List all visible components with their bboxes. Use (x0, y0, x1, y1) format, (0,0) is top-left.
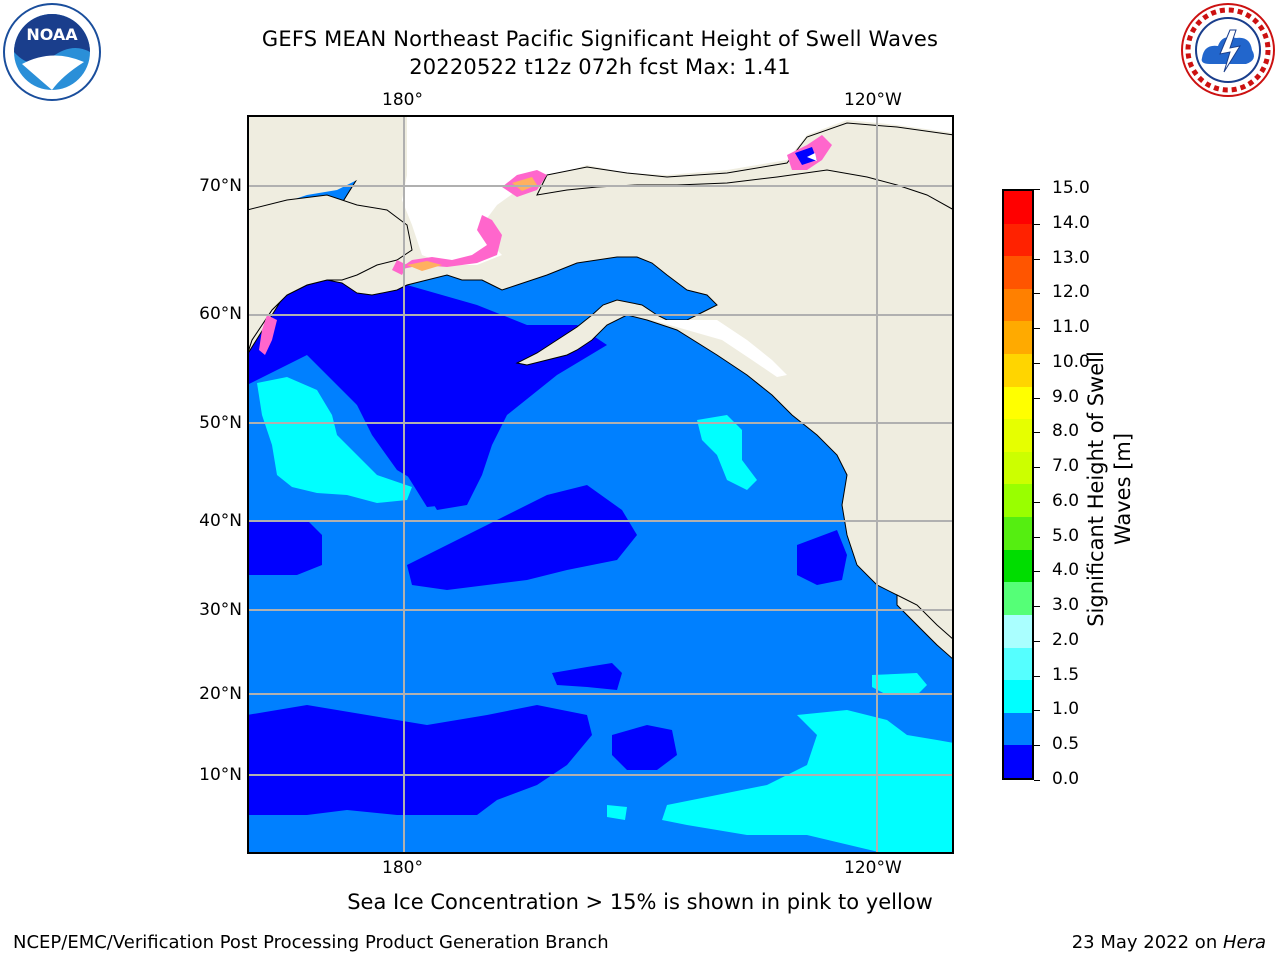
colorbar-tick-label: 1.0 (1052, 699, 1080, 720)
colorbar-tick-label: 10.0 (1052, 351, 1090, 372)
colorbar-swatch (1004, 191, 1032, 224)
sea-ice-kamchatka (259, 315, 277, 355)
colorbar-tick-mark (1034, 258, 1040, 260)
colorbar-swatch (1004, 517, 1032, 550)
colorbar-tick-mark (1034, 675, 1040, 677)
colorbar-tick-label: 12.0 (1052, 282, 1090, 303)
colorbar-swatch (1004, 354, 1032, 387)
colorbar-tick-label: 2.0 (1052, 629, 1080, 650)
colorbar-tick-mark (1034, 328, 1040, 330)
lon-label-top-120w: 120°W (844, 90, 902, 110)
colorbar-tick-mark (1034, 606, 1040, 608)
colorbar (1002, 189, 1034, 780)
footer-date: 23 May 2022 on Hera (1072, 932, 1266, 953)
colorbar-tick-label: 0.5 (1052, 734, 1080, 755)
ocean-swell-0-05-south (247, 705, 592, 815)
colorbar-swatch (1004, 419, 1032, 452)
ocean-swell-10-15-east (697, 415, 757, 490)
arctic-no-data (402, 115, 954, 265)
chart-title: GEFS MEAN Northeast Pacific Significant … (261, 27, 939, 51)
colorbar-tick-mark (1034, 467, 1040, 469)
colorbar-swatch (1004, 386, 1032, 420)
colorbar-swatch (1004, 647, 1032, 681)
colorbar-tick-label: 4.0 (1052, 560, 1080, 581)
colorbar-tick-mark (1034, 710, 1040, 712)
ocean-swell-0-05-north (247, 265, 607, 510)
colorbar-tick-mark (1034, 640, 1040, 642)
map-caption: Sea Ice Concentration > 15% is shown in … (347, 890, 933, 914)
colorbar-swatch (1004, 549, 1032, 583)
map-panel (247, 115, 954, 854)
colorbar-tick-label: 11.0 (1052, 317, 1090, 338)
colorbar-swatch (1004, 712, 1032, 746)
ocean-swell-10-15-west (257, 377, 412, 503)
map-graticule (247, 115, 954, 854)
footer-host: Hera (1222, 932, 1266, 953)
colorbar-tick-label: 8.0 (1052, 421, 1080, 442)
colorbar-swatch (1004, 451, 1032, 485)
lat-label-50n: 50°N (199, 413, 242, 433)
ocean-swell-10-15-south (662, 710, 954, 854)
ocean-swell-0-05-central (407, 485, 637, 590)
colorbar-tick-label: 15.0 (1052, 178, 1090, 198)
colorbar-tick-label: 5.0 (1052, 525, 1080, 546)
colorbar-label-line2: Waves [m] (1111, 432, 1135, 546)
colorbar-tick-mark (1034, 745, 1040, 747)
lat-label-10n: 10°N (199, 765, 242, 785)
colorbar-ticks: 15.0 14.0 13.0 12.0 11.0 10.0 9.0 8.0 7.0 6.0 5.0 4… (1034, 178, 1106, 789)
colorbar-swatch (1004, 288, 1032, 322)
lat-label-70n: 70°N (199, 176, 242, 196)
map-svg (247, 115, 954, 854)
colorbar-swatch (1004, 484, 1032, 518)
colorbar-swatch (1004, 321, 1032, 355)
lat-label-30n: 30°N (199, 600, 242, 620)
colorbar-tick-mark (1034, 223, 1040, 225)
colorbar-tick-mark (1034, 293, 1040, 295)
colorbar-tick-mark (1034, 571, 1040, 573)
noaa-logo: NOAA (2, 2, 102, 102)
colorbar-tick-mark (1034, 189, 1040, 190)
colorbar-tick-label: 9.0 (1052, 386, 1080, 407)
nws-logo (1180, 2, 1276, 98)
colorbar-tick-label: 3.0 (1052, 595, 1080, 616)
sea-ice-bering (397, 215, 502, 270)
colorbar-tick-label: 1.5 (1052, 664, 1080, 685)
chart-subtitle: 20220522 t12z 072h fcst Max: 1.41 (409, 55, 791, 79)
colorbar-tick-label: 14.0 (1052, 212, 1090, 233)
lat-label-20n: 20°N (199, 684, 242, 704)
colorbar-tick-mark (1034, 536, 1040, 538)
colorbar-swatch (1004, 680, 1032, 713)
noaa-logo-text: NOAA (26, 25, 78, 44)
colorbar-swatch (1004, 256, 1032, 289)
colorbar-tick-mark (1034, 780, 1040, 781)
footer-date-text: 23 May 2022 on (1071, 932, 1223, 953)
footer-org: NCEP/EMC/Verification Post Processing Pr… (13, 932, 609, 953)
lat-label-60n: 60°N (199, 304, 242, 324)
map-frame (247, 115, 954, 854)
lon-label-top-180: 180° (382, 90, 423, 110)
colorbar-tick-mark (1034, 501, 1040, 503)
colorbar-swatch (1004, 745, 1032, 778)
colorbar-swatch (1004, 223, 1032, 257)
colorbar-swatch (1004, 582, 1032, 615)
lon-label-bottom-120w: 120°W (844, 858, 902, 878)
colorbar-tick-mark (1034, 397, 1040, 399)
colorbar-swatch (1004, 614, 1032, 648)
lon-label-bottom-180: 180° (382, 858, 423, 878)
colorbar-tick-mark (1034, 362, 1040, 364)
colorbar-tick-mark (1034, 432, 1040, 434)
colorbar-tick-label: 13.0 (1052, 247, 1090, 268)
colorbar-tick-label: 6.0 (1052, 490, 1080, 511)
colorbar-label-line1: Significant Height of Swell (1084, 351, 1108, 627)
lat-label-40n: 40°N (199, 511, 242, 531)
colorbar-tick-label: 0.0 (1052, 769, 1080, 789)
colorbar-tick-label: 7.0 (1052, 456, 1080, 477)
